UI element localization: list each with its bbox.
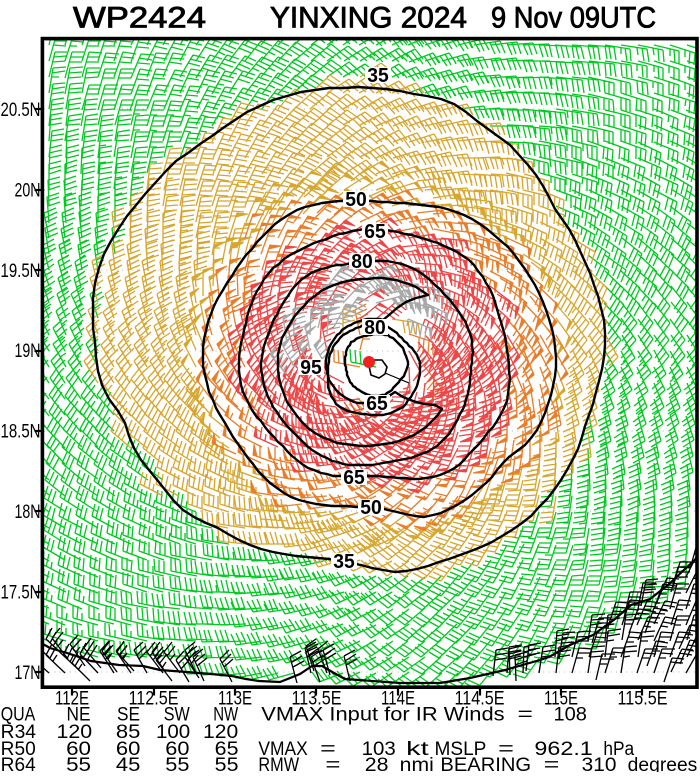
svg-text:nmi: nmi [400, 755, 434, 772]
svg-text:17.5N: 17.5N [1, 582, 41, 603]
svg-text:17N: 17N [15, 663, 41, 684]
svg-text:SW: SW [164, 705, 190, 726]
svg-text:60: 60 [66, 739, 91, 760]
svg-text:114E: 114E [381, 689, 415, 710]
svg-text:MSLP: MSLP [435, 739, 487, 760]
svg-text:QUA: QUA [1, 705, 36, 726]
svg-text:20.5N: 20.5N [1, 100, 41, 121]
svg-text:28: 28 [365, 755, 389, 772]
svg-text:=: = [544, 755, 560, 772]
svg-text:19.5N: 19.5N [1, 261, 41, 282]
svg-text:35: 35 [367, 65, 389, 87]
svg-text:WP2424: WP2424 [73, 2, 206, 35]
svg-text:kt: kt [406, 739, 429, 760]
svg-text:NE: NE [67, 705, 91, 726]
svg-text:YINXING 2024: YINXING 2024 [270, 2, 467, 35]
svg-text:113.5E: 113.5E [292, 689, 342, 710]
svg-text:=: = [320, 739, 336, 760]
svg-text:103: 103 [362, 739, 396, 760]
svg-text:50: 50 [360, 497, 382, 519]
svg-text:VMAX: VMAX [258, 739, 308, 760]
svg-text:80: 80 [364, 317, 386, 339]
svg-text:45: 45 [116, 755, 141, 772]
svg-text:=: = [518, 705, 533, 726]
svg-text:114.5E: 114.5E [455, 689, 505, 710]
svg-text:SE: SE [117, 705, 140, 726]
svg-text:112.5E: 112.5E [129, 689, 179, 710]
svg-text:19N: 19N [15, 341, 41, 362]
svg-text:degrees: degrees [628, 755, 698, 772]
svg-text:65: 65 [215, 739, 239, 760]
svg-text:60: 60 [165, 739, 189, 760]
svg-text:113E: 113E [218, 689, 252, 710]
svg-text:18.5N: 18.5N [1, 422, 41, 443]
svg-text:120: 120 [203, 722, 238, 743]
svg-text:R64: R64 [1, 755, 36, 772]
svg-text:115E: 115E [544, 689, 578, 710]
svg-text:95: 95 [300, 357, 322, 379]
svg-text:108: 108 [554, 705, 587, 726]
svg-text:hPa: hPa [603, 739, 634, 760]
svg-text:35: 35 [333, 551, 355, 573]
svg-text:962.1: 962.1 [534, 739, 592, 760]
svg-text:100: 100 [156, 722, 190, 743]
svg-text:115.5E: 115.5E [618, 689, 668, 710]
svg-text:55: 55 [215, 755, 239, 772]
svg-text:=: = [325, 755, 340, 772]
svg-text:20N: 20N [15, 180, 41, 201]
svg-text:112E: 112E [55, 689, 89, 710]
svg-text:18N: 18N [15, 502, 41, 523]
svg-text:85: 85 [116, 722, 141, 743]
svg-text:NW: NW [213, 705, 238, 726]
svg-text:55: 55 [66, 755, 91, 772]
svg-text:80: 80 [351, 251, 373, 273]
svg-text:=: = [498, 739, 514, 760]
svg-text:50: 50 [345, 189, 367, 211]
svg-text:9 Nov 09UTC: 9 Nov 09UTC [491, 2, 656, 35]
svg-text:65: 65 [364, 221, 386, 243]
svg-text:55: 55 [165, 755, 189, 772]
svg-text:VMAX Input for IR Winds: VMAX Input for IR Winds [261, 705, 504, 726]
svg-text:120: 120 [57, 722, 93, 743]
svg-text:310: 310 [582, 755, 617, 772]
svg-text:RMW: RMW [258, 755, 299, 772]
svg-text:BEARING: BEARING [440, 755, 531, 772]
svg-text:R34: R34 [1, 722, 37, 743]
svg-text:65: 65 [343, 467, 365, 489]
svg-text:60: 60 [116, 739, 141, 760]
svg-text:R50: R50 [1, 739, 36, 760]
svg-text:65: 65 [366, 393, 388, 415]
